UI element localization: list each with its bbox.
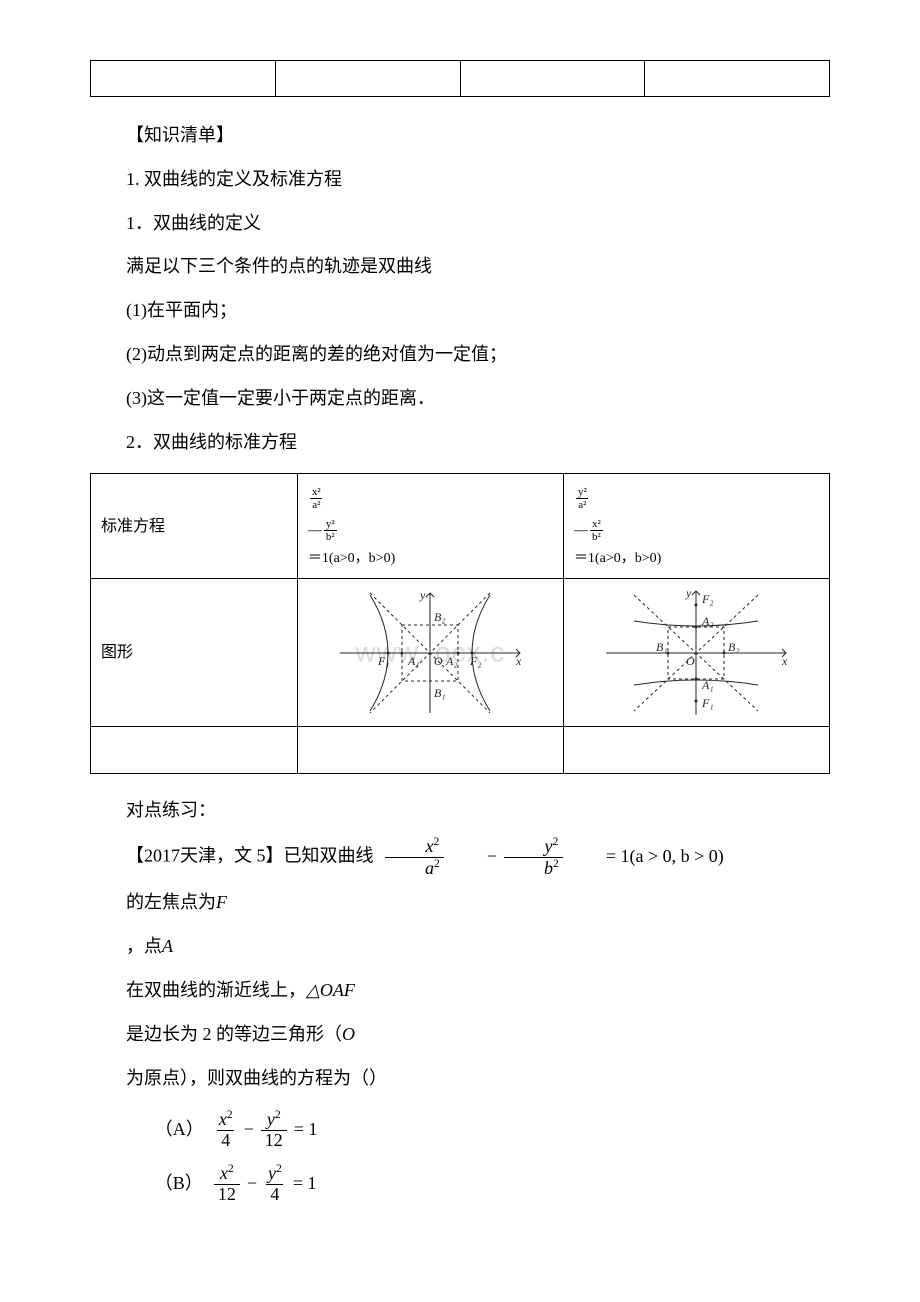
exercise-line-focus: 的左焦点为F: [90, 884, 830, 922]
svg-text:B₂: B₂: [434, 610, 446, 624]
graph-vertical-hyperbola: F₂ A₂ B₁ B₂ O A₁ F₁ x y: [563, 579, 829, 727]
empty-cell: [563, 727, 829, 774]
empty-cell: [275, 61, 460, 97]
choice-label-A: （A）: [155, 1111, 204, 1149]
exercise-line-pointA: ，点A: [90, 928, 830, 966]
svg-text:B₂: B₂: [728, 640, 740, 654]
svg-text:y: y: [419, 588, 426, 602]
equation-horizontal: x² a² — y² b² ＝1(a>0，b>0): [297, 474, 563, 579]
empty-cell: [645, 61, 830, 97]
hyperbola-equation: x2a2 − y2b2 = 1(a > 0, b > 0): [382, 836, 728, 879]
choice-B: （B） x212 − y24 = 1: [90, 1163, 830, 1205]
exercise-source-text: 【2017天津，文 5】已知双曲线: [126, 845, 374, 865]
svg-text:x: x: [515, 654, 522, 668]
svg-text:A₂: A₂: [445, 654, 458, 668]
condition-2: (2)动点到两定点的距离的差的绝对值为一定值；: [90, 336, 830, 374]
svg-text:O: O: [434, 654, 443, 668]
condition-1: (1)在平面内；: [90, 292, 830, 330]
svg-text:F₁: F₁: [377, 654, 390, 668]
empty-cell: [460, 61, 645, 97]
svg-text:O: O: [686, 654, 695, 668]
empty-cell: [297, 727, 563, 774]
equation-tail: ＝1(a>0，b>0): [308, 549, 553, 569]
fraction-x2-a2: x² a²: [310, 486, 323, 511]
svg-text:x: x: [781, 654, 788, 668]
rhs-text: = 1(a > 0, b > 0): [566, 838, 728, 876]
equation-tail: ＝1(a>0，b>0): [574, 549, 819, 569]
fraction-y2-b2: y² b²: [324, 518, 337, 543]
empty-cell: [91, 61, 276, 97]
svg-text:A₂: A₂: [701, 614, 714, 628]
svg-text:F₁: F₁: [701, 696, 714, 710]
svg-text:B₁: B₁: [434, 686, 446, 700]
graph-horizontal-hyperbola: www. ocx.c F₁ A₁ O A₂: [297, 579, 563, 727]
svg-text:B₁: B₁: [656, 640, 668, 654]
svg-text:F₂: F₂: [469, 654, 482, 668]
practice-heading: 对点练习：: [90, 792, 830, 830]
svg-text:A₁: A₁: [407, 654, 420, 668]
top-empty-table: [90, 60, 830, 97]
equation-vertical: y² a² — x² b² ＝1(a>0，b>0): [563, 474, 829, 579]
section-heading: 【知识清单】: [90, 117, 830, 155]
definition-title: 1．双曲线的定义: [90, 205, 830, 243]
svg-text:A₁: A₁: [701, 678, 714, 692]
svg-text:F₂: F₂: [701, 592, 714, 606]
fraction-x2-b2: x² b²: [590, 518, 603, 543]
exercise-source: 【2017天津，文 5】已知双曲线 x2a2 − y2b2 = 1(a > 0,…: [90, 836, 830, 879]
standard-equation-table: 标准方程 x² a² — y² b² ＝1(a>0，b>0) y² a²: [90, 473, 830, 774]
definition-intro: 满足以下三个条件的点的轨迹是双曲线: [90, 248, 830, 286]
condition-3: (3)这一定值一定要小于两定点的距离．: [90, 380, 830, 418]
choice-label-B: （B）: [155, 1165, 203, 1203]
exercise-line-asymptote: 在双曲线的渐近线上，△OAF: [90, 972, 830, 1010]
row-label-graph: 图形: [91, 579, 298, 727]
standard-eq-title: 2．双曲线的标准方程: [90, 424, 830, 462]
row-label-equation: 标准方程: [91, 474, 298, 579]
section-subheading: 1. 双曲线的定义及标准方程: [90, 161, 830, 199]
empty-cell: [91, 727, 298, 774]
exercise-line-equilateral: 是边长为 2 的等边三角形（O: [90, 1016, 830, 1054]
fraction-y2-a2: y² a²: [576, 486, 589, 511]
exercise-line-origin: 为原点），则双曲线的方程为（）: [90, 1060, 830, 1098]
choice-A: （A） x24 − y212 = 1: [90, 1109, 830, 1151]
svg-text:y: y: [685, 586, 692, 600]
